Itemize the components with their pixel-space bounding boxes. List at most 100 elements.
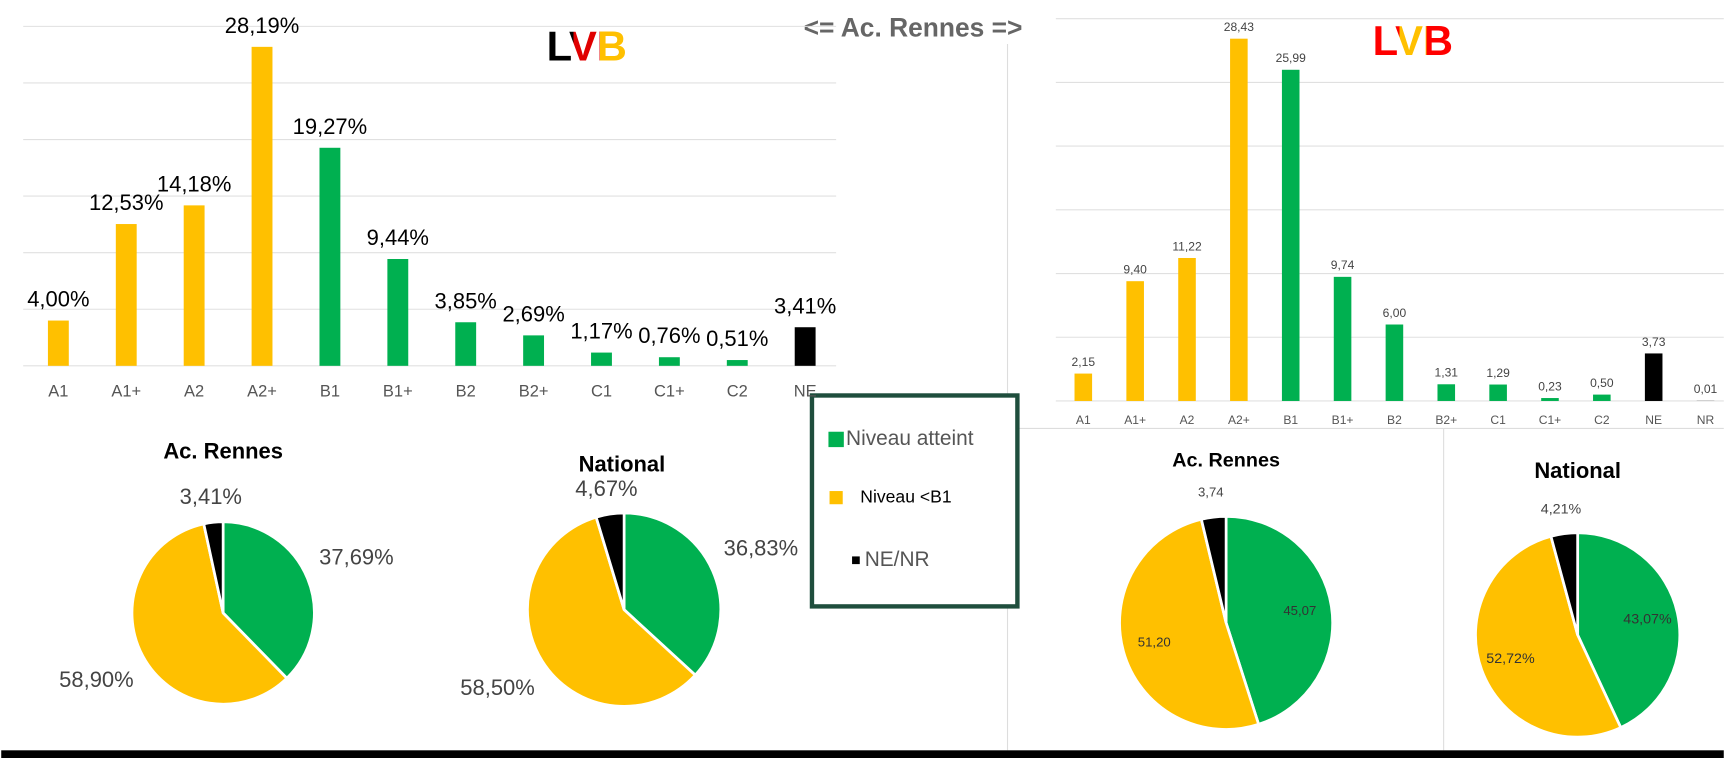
x-tick-label: A2+ [1228, 413, 1250, 427]
data-label: 9,40 [1123, 262, 1147, 276]
bar [1644, 353, 1663, 401]
chart-title: National [1534, 458, 1621, 483]
data-label: 3,74 [1198, 485, 1224, 500]
bar [1074, 373, 1093, 401]
bar [591, 352, 612, 366]
pie-slice [594, 511, 626, 611]
chart-title: LVB [1373, 17, 1453, 64]
x-tick-label: A1+ [1124, 413, 1146, 427]
data-label: 51,20 [1138, 634, 1171, 649]
bar [1126, 281, 1144, 401]
x-tick-label: A2+ [247, 383, 277, 401]
bar [1489, 384, 1507, 401]
x-tick-label: B2 [1387, 413, 1402, 427]
bar [1281, 69, 1300, 401]
pie-slice [1576, 531, 1682, 730]
x-tick-label: C2 [727, 383, 748, 401]
pie-slice [622, 511, 723, 678]
bar [251, 46, 273, 366]
bar [1593, 394, 1611, 401]
bar [1541, 398, 1559, 401]
x-tick-label: C1+ [654, 383, 685, 401]
legend-label: NE/NR [865, 548, 930, 571]
bar [523, 335, 545, 366]
legend-swatch [828, 431, 844, 448]
x-tick-label: C2 [1594, 413, 1610, 427]
data-label: 4,21% [1541, 501, 1582, 517]
bar [115, 224, 137, 366]
data-label: 1,29 [1486, 366, 1510, 380]
data-label: 3,85% [435, 288, 497, 313]
chart-title: National [579, 452, 666, 477]
legend-label: Niveau atteint [846, 427, 974, 450]
bar [1230, 38, 1248, 401]
bar [1178, 257, 1196, 401]
data-label: 0,76% [638, 323, 700, 348]
x-tick-label: B2 [456, 383, 476, 401]
x-tick-label: B1+ [1332, 413, 1354, 427]
data-label: 1,31 [1435, 366, 1459, 380]
data-label: 9,74 [1331, 258, 1355, 272]
x-tick-label: NE [1645, 413, 1662, 427]
chart-title: LVB [547, 22, 627, 69]
data-label: 2,69% [502, 301, 564, 326]
bar [47, 320, 69, 366]
pie-slice [1474, 534, 1623, 739]
bar [319, 147, 341, 366]
pie-slice [526, 515, 698, 708]
bar [726, 360, 748, 366]
chart-title: Ac. Rennes [163, 438, 283, 463]
chart-title: Ac. Rennes [1172, 450, 1280, 472]
bottom-bar [1, 750, 1724, 758]
x-tick-label: A1 [1076, 413, 1091, 427]
data-label: 14,18% [157, 171, 232, 196]
data-label: 6,00 [1383, 306, 1407, 320]
x-tick-label: B2+ [1435, 413, 1457, 427]
bar [658, 357, 680, 366]
x-tick-label: C1 [1490, 413, 1506, 427]
header: <= Ac. Rennes => [804, 13, 1023, 43]
bar [183, 205, 205, 366]
x-tick-label: A2 [1180, 413, 1195, 427]
data-label: 3,41% [774, 293, 836, 318]
data-label: 58,50% [460, 675, 535, 700]
x-tick-label: NR [1697, 413, 1715, 427]
data-label: 36,83% [724, 535, 799, 560]
legend-swatch [829, 491, 843, 505]
pie-slice [1549, 531, 1580, 636]
pie-slice [130, 522, 289, 706]
x-tick-label: B1 [1283, 413, 1298, 427]
data-label: 45,07 [1283, 603, 1316, 618]
data-label: 37,69% [319, 545, 394, 570]
data-label: 28,19% [225, 13, 300, 38]
data-label: 11,22 [1172, 239, 1202, 253]
x-tick-label: A1+ [111, 383, 141, 401]
data-label: 9,44% [367, 225, 429, 250]
data-label: 1,17% [570, 319, 632, 344]
x-tick-label: A1 [48, 383, 68, 401]
data-label: 4,00% [27, 287, 89, 312]
data-label: 4,67% [575, 476, 637, 501]
x-tick-label: C1+ [1539, 413, 1562, 427]
data-label: 43,07% [1623, 611, 1672, 627]
data-label: 0,51% [706, 326, 768, 351]
data-label: 52,72% [1486, 651, 1535, 667]
data-label: 28,43 [1224, 20, 1255, 34]
bar [387, 259, 409, 366]
data-label: 3,73 [1642, 335, 1666, 349]
data-label: 0,23 [1538, 379, 1562, 393]
x-tick-label: B1+ [383, 383, 413, 401]
x-tick-label: C1 [591, 383, 612, 401]
bar [1437, 384, 1456, 401]
legend-label: Niveau <B1 [860, 486, 951, 506]
bar [794, 327, 816, 366]
x-tick-label: A2 [184, 383, 204, 401]
pie-slice [1199, 514, 1228, 624]
data-label: 25,99 [1276, 51, 1307, 65]
data-label: 19,27% [293, 114, 368, 139]
x-tick-label: B2+ [519, 383, 549, 401]
data-label: 3,41% [180, 484, 242, 509]
data-label: 12,53% [89, 190, 164, 215]
